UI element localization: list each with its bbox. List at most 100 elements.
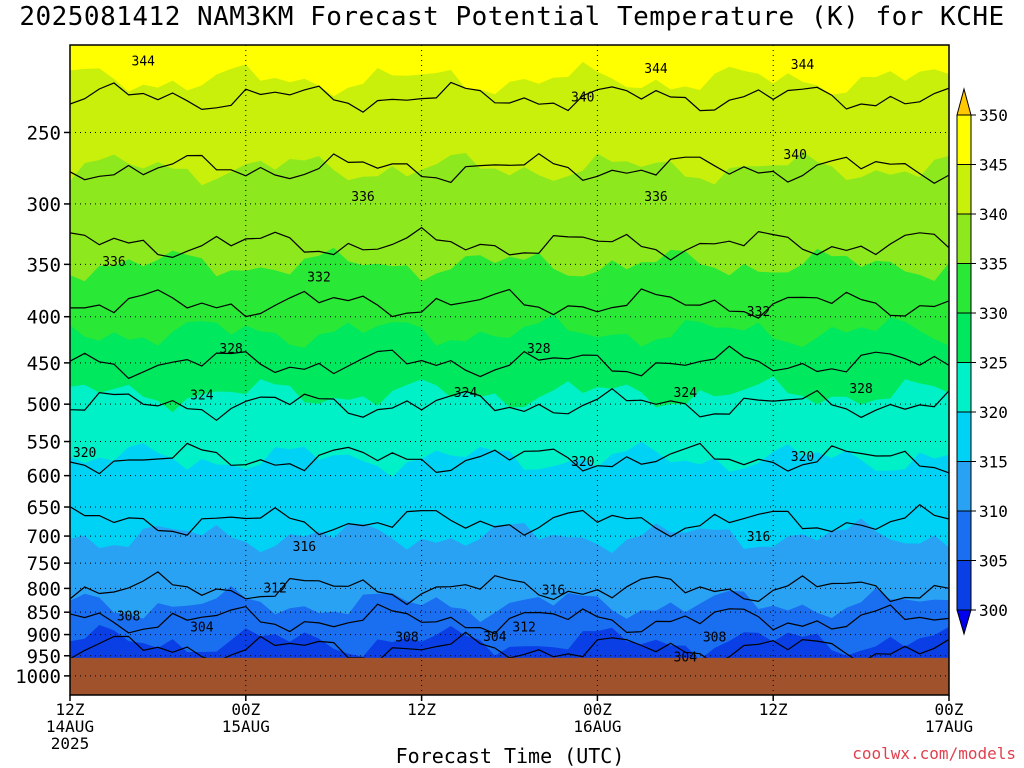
contour-320: [70, 442, 949, 475]
y-tick-label: 250: [27, 122, 61, 144]
contour-label: 312: [512, 621, 535, 636]
contour-label: 328: [527, 342, 550, 357]
contour-label: 332: [747, 305, 770, 320]
credit-link[interactable]: coolwx.com/models: [852, 744, 1016, 763]
x-tick-label: 00Z: [583, 700, 612, 719]
colorbar-label: 310: [979, 502, 1008, 521]
y-tick-label: 400: [27, 307, 61, 329]
colorbar-swatch: [956, 510, 972, 561]
x-tick-label: 12Z: [56, 700, 85, 719]
contour-label: 336: [102, 255, 125, 270]
colorbar-swatch: [956, 560, 972, 611]
colorbar-swatch: [956, 263, 972, 314]
band-345: [70, 45, 949, 97]
contour-308: [70, 603, 949, 635]
y-tick-label: 300: [27, 194, 61, 216]
colorbar-swatch: [956, 164, 972, 215]
colorbar-max-arrow: [956, 87, 972, 116]
contour-332: [70, 288, 949, 319]
y-tick-label: 650: [27, 497, 61, 519]
y-tick-label: 700: [27, 526, 61, 548]
contour-label: 324: [190, 389, 214, 404]
colorbar-swatch: [956, 461, 972, 512]
contour-label: 340: [783, 148, 806, 163]
y-tick-label: 450: [27, 353, 61, 375]
y-tick-label: 500: [27, 394, 61, 416]
contour-label: 328: [219, 342, 242, 357]
colorbar-label: 305: [979, 552, 1008, 571]
x-tick-date: 16AUG: [573, 717, 621, 736]
colorbar-swatch: [956, 114, 972, 165]
y-tick-label: 900: [27, 625, 61, 647]
contour-label: 308: [703, 631, 726, 646]
contour-label: 308: [395, 631, 418, 646]
contour-label: 308: [117, 609, 140, 624]
colorbar-swatch: [956, 213, 972, 264]
contour-label: 324: [454, 386, 478, 401]
temperature-field: [70, 25, 949, 695]
contour-label: 344: [791, 58, 815, 73]
contour-label: 336: [644, 190, 667, 205]
y-tick-label: 550: [27, 432, 61, 454]
contour-label: 304: [674, 651, 698, 666]
colorbar-label: 330: [979, 304, 1008, 323]
contour-label: 304: [483, 630, 507, 645]
colorbar-swatch: [956, 362, 972, 413]
colorbar-label: 345: [979, 156, 1008, 175]
x-tick-label: 00Z: [935, 700, 964, 719]
terrain-fill: [70, 657, 949, 695]
contour-label: 304: [190, 621, 214, 636]
x-tick-year: 2025: [51, 734, 90, 753]
contour-lines: [70, 81, 949, 665]
x-tick-label: 00Z: [231, 700, 260, 719]
x-tick-date: 17AUG: [925, 717, 973, 736]
band-350: [70, 25, 949, 40]
plot-frame: [69, 44, 950, 696]
colorbar-swatch: [956, 312, 972, 363]
x-tick-label: 12Z: [407, 700, 436, 719]
colorbar-label: 335: [979, 255, 1008, 274]
contour-label: 320: [571, 455, 594, 470]
colorbar-swatch: [956, 411, 972, 462]
contour-336: [70, 226, 949, 261]
x-tick-date: 15AUG: [222, 717, 270, 736]
colorbar-label: 315: [979, 453, 1008, 472]
contour-labels: 344 344 344 340 340 336 336 336 332 332 328 328 328 3…: [73, 54, 873, 665]
chart-title: 2025081412 NAM3KM Forecast Potential Tem…: [19, 2, 1005, 32]
contour-label: 328: [849, 382, 872, 397]
contour-label: 344: [644, 62, 668, 77]
y-tick-label: 800: [27, 578, 61, 600]
colorbar-min-arrow: [956, 609, 972, 636]
y-tick-label: 950: [27, 646, 61, 668]
contour-label: 336: [351, 190, 374, 205]
y-tick-label: 600: [27, 466, 61, 488]
contour-label: 312: [263, 581, 286, 596]
contour-316: [70, 503, 949, 538]
x-axis-label: Forecast Time (UTC): [395, 744, 625, 768]
contour-312: [70, 571, 949, 606]
contour-label: 320: [73, 446, 96, 461]
contour-label: 320: [791, 450, 814, 465]
x-tick-label: 12Z: [759, 700, 788, 719]
contour-label: 344: [132, 54, 156, 69]
y-axis: 2503003504004505005506006507007508008509…: [15, 122, 70, 688]
colorbar: 300 305 310 315 320 325 330 335 340 345 350: [956, 87, 1008, 636]
y-tick-label: 1000: [15, 666, 61, 688]
y-tick-label: 750: [27, 553, 61, 575]
colorbar-label: 325: [979, 354, 1008, 373]
colorbar-label: 300: [979, 601, 1008, 620]
contour-340: [70, 152, 949, 185]
y-tick-label: 350: [27, 254, 61, 276]
colorbar-label: 320: [979, 403, 1008, 422]
contour-label: 316: [542, 583, 565, 598]
contour-324: [70, 387, 949, 422]
contour-328: [70, 345, 949, 380]
colorbar-label: 350: [979, 106, 1008, 125]
contour-label: 316: [293, 540, 316, 555]
y-tick-label: 850: [27, 602, 61, 624]
x-tick-date: 14AUG: [46, 717, 94, 736]
contour-label: 332: [307, 270, 330, 285]
